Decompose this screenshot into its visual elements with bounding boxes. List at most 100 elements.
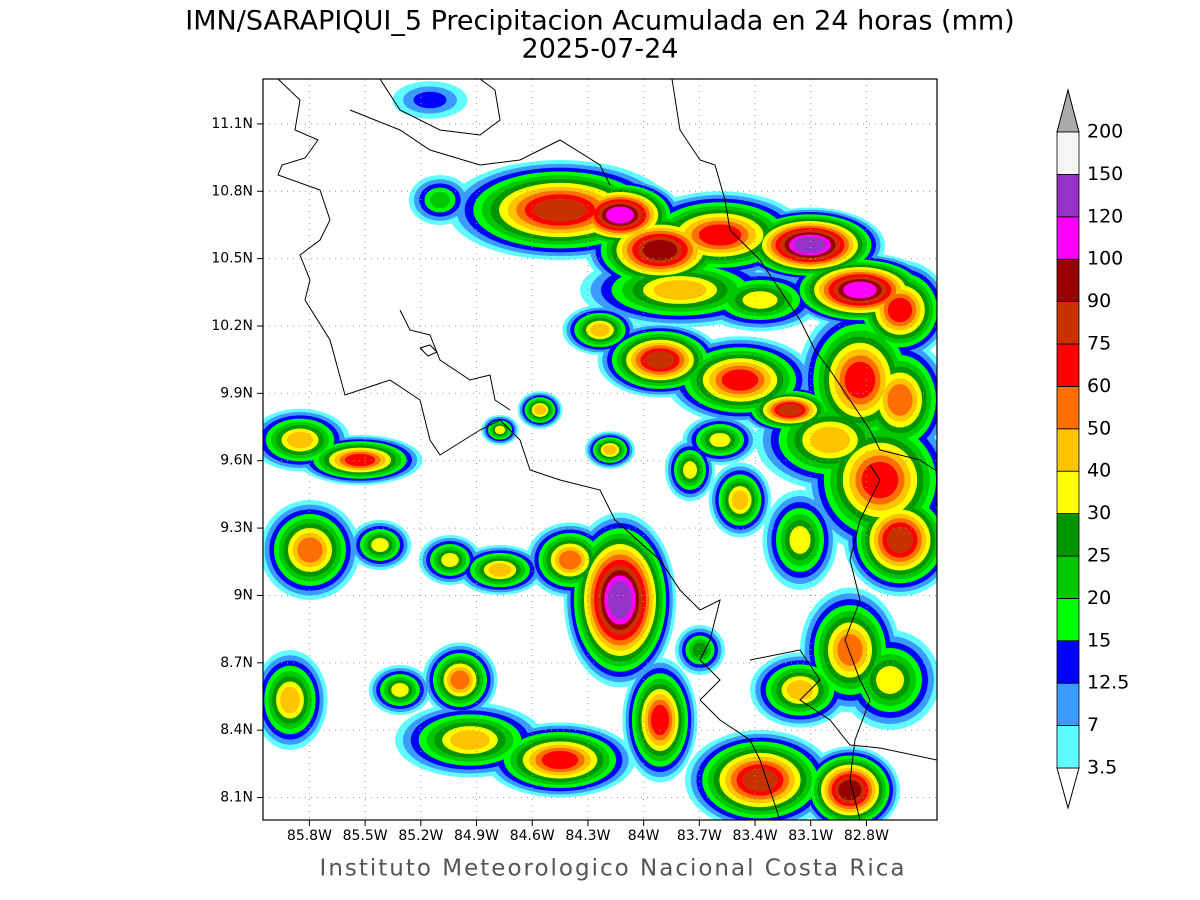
colorbar-box (1056, 682, 1080, 727)
precip-contour (429, 191, 451, 209)
colorbar-box (1056, 470, 1080, 515)
y-tick-label: 8.7N (220, 655, 253, 671)
y-tick-label: 8.4N (220, 722, 253, 738)
colorbar-label: 100 (1087, 248, 1123, 270)
colorbar: 3.5 7 12.5 15 20 25 30 40 50 60 75 90 100 120 150 200 (1056, 88, 1129, 810)
colorbar-label: 90 (1087, 290, 1111, 312)
precip-contour (793, 236, 827, 254)
precip-contour (533, 198, 587, 222)
precip-contour (488, 563, 512, 577)
precip-contour (876, 666, 904, 694)
precip-contour (886, 526, 914, 554)
colorbar-box (1056, 725, 1080, 769)
precip-contour (789, 526, 811, 554)
colorbar-box (1056, 258, 1080, 303)
colorbar-label: 40 (1087, 460, 1111, 482)
colorbar-label: 7 (1087, 714, 1099, 736)
x-tick-label: 83.4W (733, 828, 778, 844)
x-tick-label: 83.1W (788, 828, 833, 844)
x-tick-label: 85.5W (343, 828, 388, 844)
y-tick-label: 10.5N (211, 251, 253, 267)
precip-contour (844, 361, 876, 399)
footer: Instituto Meteorologico Nacional Costa R… (320, 856, 907, 882)
precip-contour (541, 750, 579, 770)
precip-contour (558, 550, 582, 570)
precip-contour (721, 369, 759, 391)
colorbar-box (1056, 640, 1080, 684)
colorbar-label: 75 (1087, 333, 1111, 355)
precip-contour (742, 291, 778, 309)
precip-contour (843, 281, 877, 299)
precip-contour (590, 323, 610, 337)
panama-coast (749, 649, 937, 761)
colorbar-box (1056, 301, 1080, 345)
plot-frame (262, 78, 938, 821)
precip-contour (280, 686, 300, 714)
y-tick-label: 11.1N (211, 116, 253, 132)
precip-contour (607, 580, 633, 620)
colorbar-box (1056, 555, 1080, 599)
island (419, 344, 438, 357)
y-tick-label: 10.8N (211, 183, 253, 199)
precip-contour (838, 779, 862, 801)
precip-contour (786, 680, 814, 700)
colorbar-label: 120 (1087, 205, 1123, 227)
colorbar-label: 150 (1087, 163, 1123, 185)
x-tick-label: 84W (628, 828, 660, 844)
precip-contour (778, 404, 802, 416)
precip-contour (742, 768, 778, 792)
precip-contour (286, 431, 314, 449)
precip-contour (450, 670, 470, 690)
y-tick-label: 10.2N (211, 318, 253, 334)
precip-contour (344, 453, 376, 467)
colorbar-label: 25 (1087, 545, 1111, 567)
colorbar-label: 30 (1087, 502, 1111, 524)
y-tick-label: 9.6N (220, 453, 253, 469)
colorbar-label: 20 (1087, 587, 1111, 609)
precip-contour (731, 490, 749, 510)
x-tick-label: 85.8W (287, 828, 332, 844)
x-tick-label: 84.3W (565, 828, 610, 844)
precip-contour (297, 537, 323, 563)
colorbar-label: 50 (1087, 417, 1111, 439)
colorbar-box (1056, 598, 1080, 642)
axes: 85.8W 85.5W 85.2W 84.9W 84.6W 84.3W 84W 83.7W 83… (211, 116, 889, 844)
nicoya-gulf (399, 309, 511, 411)
y-tick-label: 9N (234, 587, 253, 603)
colorbar-label: 12.5 (1087, 672, 1129, 694)
x-tick-label: 84.6W (510, 828, 555, 844)
colorbar-box (1056, 173, 1080, 218)
map-title: IMN/SARAPIQUI_5 Precipitacion Acumulada … (185, 6, 1014, 37)
grid (263, 79, 937, 820)
precip-contour (391, 683, 409, 697)
colorbar-label: 15 (1087, 629, 1111, 651)
colorbar-box (1056, 428, 1080, 472)
coastlines (277, 79, 937, 820)
precip-contour (645, 351, 675, 369)
precip-contour (494, 425, 506, 435)
colorbar-label: 200 (1087, 121, 1123, 143)
x-tick-label: 84.9W (454, 828, 499, 844)
precip-contour (837, 634, 863, 666)
precip-contour (450, 730, 490, 750)
colorbar-label: 60 (1087, 375, 1111, 397)
colorbar-box (1056, 343, 1080, 387)
y-tick-label: 9.9N (220, 385, 253, 401)
x-tick-label: 82.8W (844, 828, 889, 844)
pacific-coast (277, 79, 781, 820)
precip-contour (683, 461, 697, 479)
colorbar-box (1056, 513, 1080, 557)
precip-contour (887, 384, 913, 416)
precip-contour (534, 405, 546, 415)
precip-contour (603, 445, 617, 455)
panama-border (844, 464, 881, 820)
precip-contour (692, 642, 708, 658)
precip-contour (709, 433, 731, 447)
y-tick-label: 8.1N (220, 790, 253, 806)
precip-contour (642, 239, 678, 261)
precip-contour (887, 297, 913, 323)
lake-shore (379, 79, 501, 136)
colorbar-high-end (1056, 88, 1080, 133)
precip-contour (653, 280, 707, 300)
